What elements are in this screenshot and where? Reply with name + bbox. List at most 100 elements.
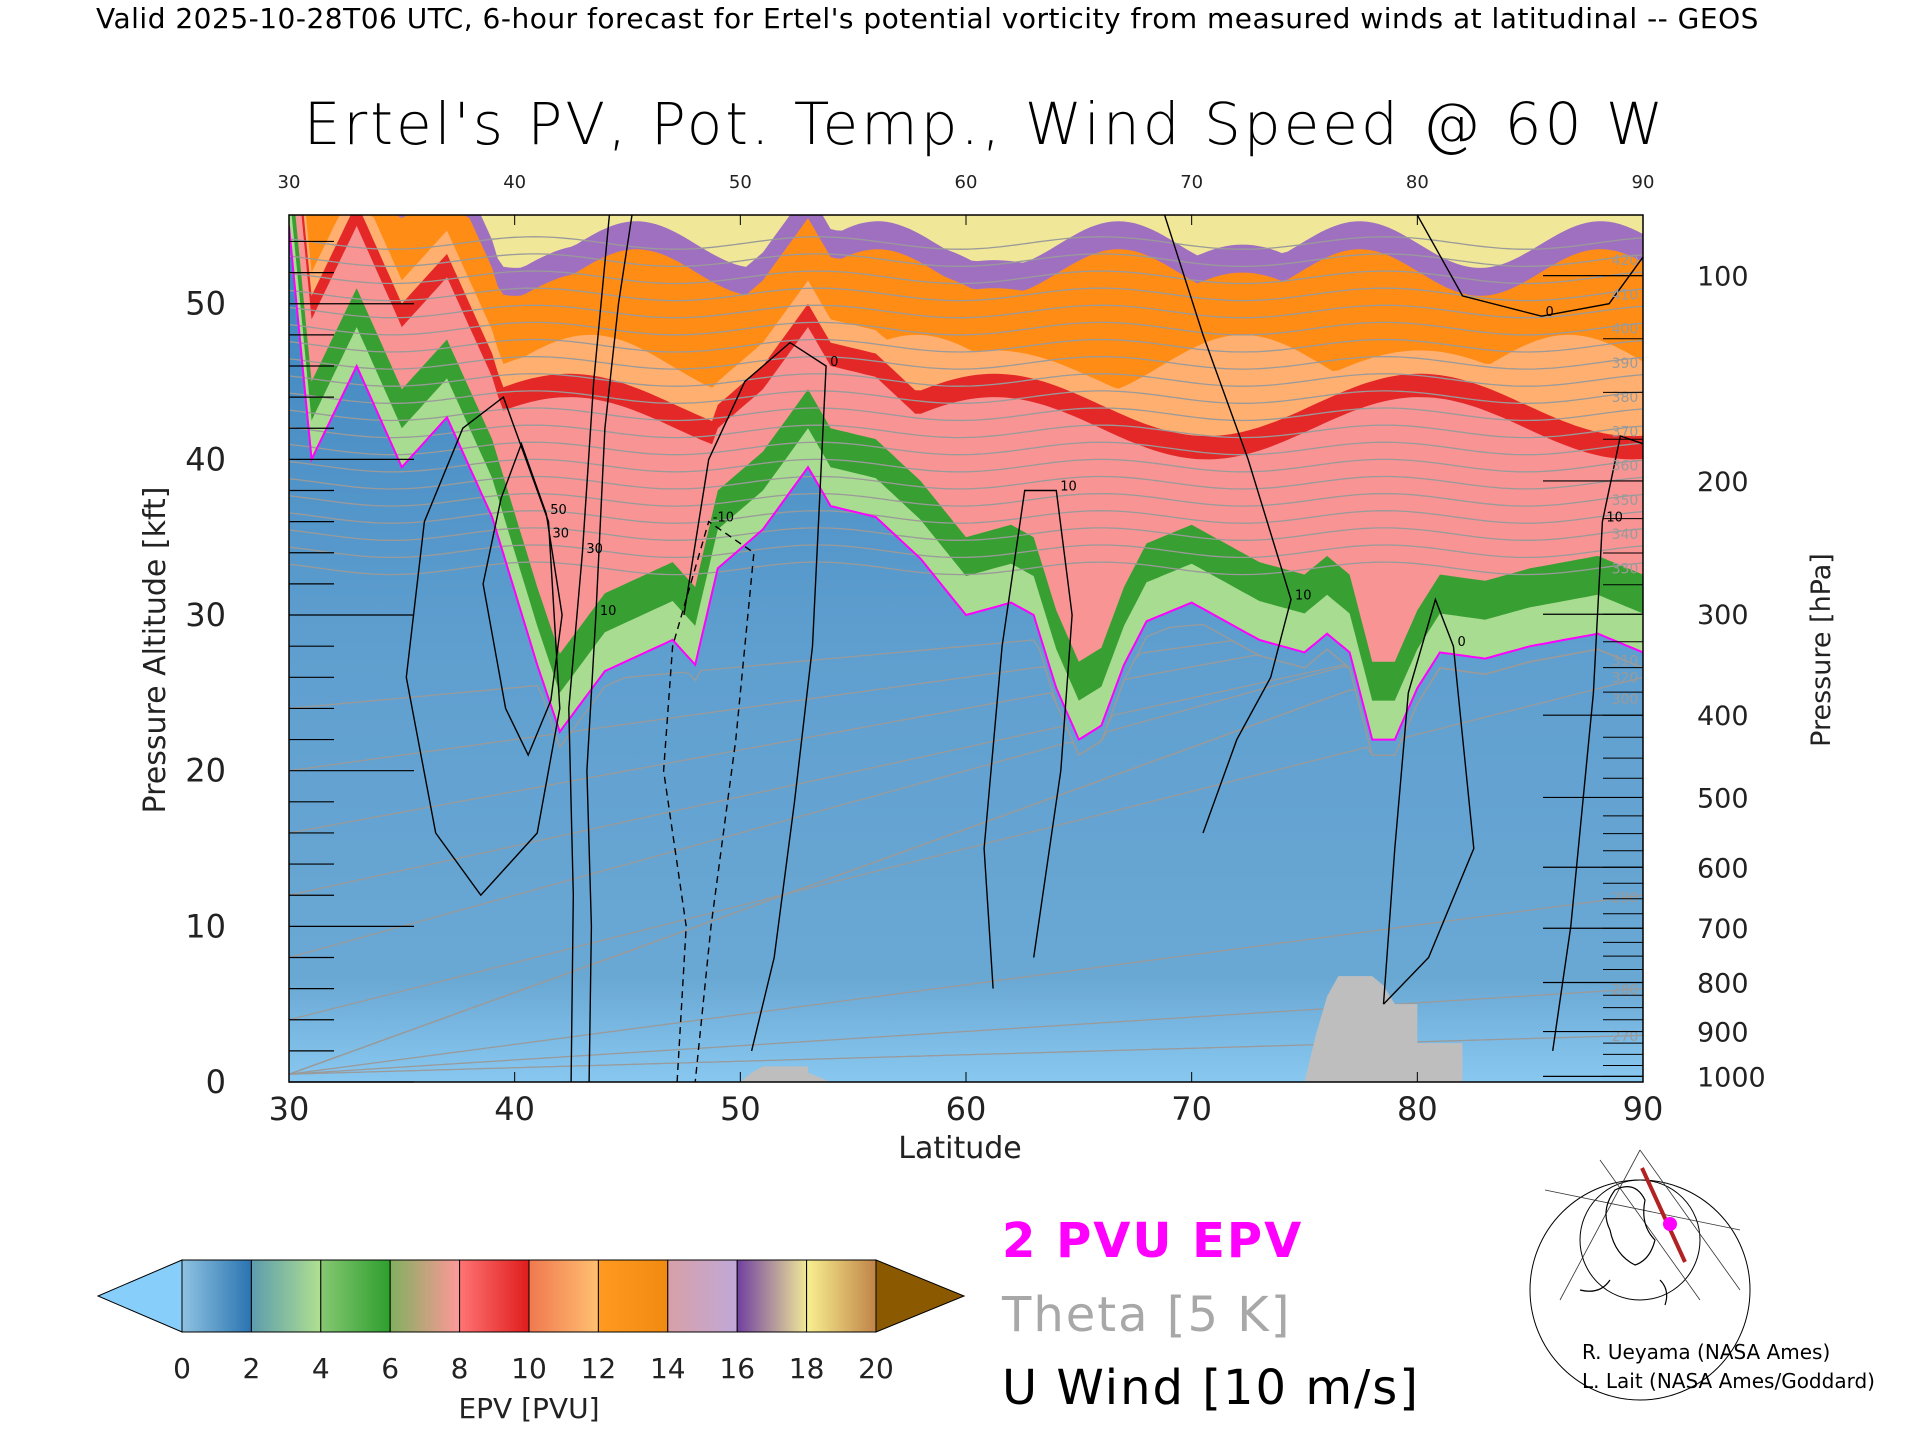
u-wind-contour [586, 215, 633, 1083]
theta-label: 350 [1612, 493, 1639, 509]
colorbar-tick-label: 20 [858, 1352, 894, 1385]
theta-label: 410 [1612, 287, 1639, 303]
u-wind-contour [683, 341, 827, 1052]
y-tick-label-left: 0 [206, 1063, 226, 1101]
x-tick-label-top: 70 [1180, 172, 1203, 193]
theta-label: 420 [1612, 253, 1639, 269]
theta-isentrope [289, 253, 1643, 268]
theta-isentrope [289, 338, 1643, 353]
theta-isentrope [289, 475, 1643, 490]
colorbar-tick-label: 12 [581, 1352, 617, 1385]
theta-label: 340 [1612, 527, 1639, 543]
colorbar-label: EPV [PVU] [458, 1392, 599, 1425]
map-graticule [1544, 1189, 1741, 1231]
colorbar-tick-label: 14 [650, 1352, 686, 1385]
colorbar-band [597, 1259, 669, 1333]
theta-label: 360 [1612, 459, 1639, 475]
y-tick-label-right: 100 [1697, 262, 1749, 293]
theta-isentrope [289, 373, 1643, 387]
theta-isentrope [289, 510, 1643, 524]
map-latitude-circle [1529, 1179, 1751, 1401]
colorbar-band [320, 1259, 391, 1333]
colorbar-under-triangle [96, 1259, 183, 1333]
plot-labels: 4204104003903803703603503403303103203002… [550, 253, 1638, 1045]
map-coastline [1579, 1279, 1668, 1306]
y-tick-label-right: 600 [1697, 853, 1749, 884]
chart-title: Ertel's PV, Pot. Temp., Wind Speed @ 60 … [303, 90, 1667, 158]
x-tick-label: 40 [494, 1090, 535, 1128]
epv-band-18-20 [480, 215, 1643, 268]
u-wind-contour-label: 30 [553, 527, 570, 542]
theta-label: 390 [1612, 356, 1639, 372]
x-tick-label-top: 50 [729, 172, 752, 193]
colorbar-tick-label: 0 [173, 1352, 191, 1385]
x-tick-label: 30 [269, 1090, 310, 1128]
u-wind-contour-label: 10 [1295, 588, 1312, 603]
y-tick-label-right: 300 [1697, 600, 1749, 631]
theta-isentrope [289, 321, 1643, 336]
theta-isentrope [289, 987, 1643, 1075]
y-tick-label-right: 200 [1697, 467, 1749, 498]
colorbar-tick-label: 10 [511, 1352, 547, 1385]
x-tick-label: 50 [720, 1090, 761, 1128]
u-wind-contour-label: 10 [1060, 480, 1077, 495]
colorbar-band [667, 1259, 738, 1333]
x-tick-label: 90 [1623, 1090, 1664, 1128]
x-tick-label: 70 [1171, 1090, 1212, 1128]
y-tick-label-right: 500 [1697, 783, 1749, 814]
u-wind-contour-label: 10 [600, 604, 617, 619]
colorbar-tick-label: 4 [312, 1352, 330, 1385]
u-wind-contour [1382, 597, 1475, 1005]
legend-theta: Theta [5 K] [1002, 1287, 1292, 1343]
theta-isentrope [289, 527, 1643, 541]
colorbar-over-triangle [875, 1259, 966, 1333]
map-latitude-circle [1579, 1179, 1701, 1301]
y-tick-label-right: 400 [1697, 701, 1749, 732]
u-wind-contour-label: 50 [550, 503, 567, 518]
theta-isentrope [289, 304, 1643, 319]
u-wind-contour [662, 520, 755, 1083]
theta-isentrope [289, 544, 1643, 559]
theta-isentrope [289, 355, 1643, 370]
colorbar-tick-label: 16 [719, 1352, 755, 1385]
theta-label: 370 [1612, 424, 1639, 440]
x-tick-label: 80 [1397, 1090, 1438, 1128]
axes: 3030404050506060707080809090010203040501… [138, 172, 1837, 1166]
theta-isentrope [289, 390, 1643, 404]
theta-isentrope [289, 287, 1643, 302]
legend-2pvu: 2 PVU EPV [1002, 1213, 1304, 1269]
x-tick-label-top: 60 [955, 172, 978, 193]
y-tick-label-left: 40 [185, 440, 226, 478]
colorbar-band [736, 1259, 808, 1333]
colorbar: 0 2 4 6 8 10 12 14 16 18 20 EPV [PVU] [96, 1259, 966, 1425]
y-tick-label-right: 700 [1697, 914, 1749, 945]
theta-isentrope [289, 441, 1643, 456]
x-axis-label: Latitude [898, 1131, 1021, 1166]
u-wind-contour [1416, 215, 1643, 317]
map-location-marker [1663, 1217, 1677, 1231]
colorbar-tick-label: 6 [381, 1352, 399, 1385]
x-tick-label: 60 [946, 1090, 987, 1128]
theta-isentrope [289, 236, 1643, 250]
y-tick-label-left: 10 [185, 907, 226, 945]
y-tick-label-left: 30 [185, 596, 226, 634]
theta-label: 270 [1612, 1029, 1639, 1045]
pv-2pvu-contour [289, 225, 1643, 742]
colorbar-tick-label: 18 [789, 1352, 825, 1385]
map-graticule [1559, 1149, 1641, 1301]
u-wind-contour [983, 489, 1073, 989]
x-tick-label-top: 90 [1632, 172, 1655, 193]
plot-area [289, 215, 1643, 1083]
y-axis-label-left: Pressure Altitude [kft] [138, 487, 173, 814]
x-tick-label-top: 30 [278, 172, 301, 193]
x-tick-label-top: 80 [1406, 172, 1429, 193]
map-graticule [1599, 1159, 1701, 1301]
legend-u-wind: U Wind [10 m/s] [1002, 1360, 1421, 1416]
colorbar-band [459, 1259, 530, 1333]
theta-isentrope [289, 492, 1643, 507]
u-wind-contour [1552, 435, 1643, 1052]
map-cross-section-line [1640, 1167, 1687, 1263]
y-axis-label-right: Pressure [hPa] [1806, 553, 1837, 747]
credit-line-1: R. Ueyama (NASA Ames) [1582, 1340, 1831, 1364]
u-wind-contour [405, 395, 561, 897]
